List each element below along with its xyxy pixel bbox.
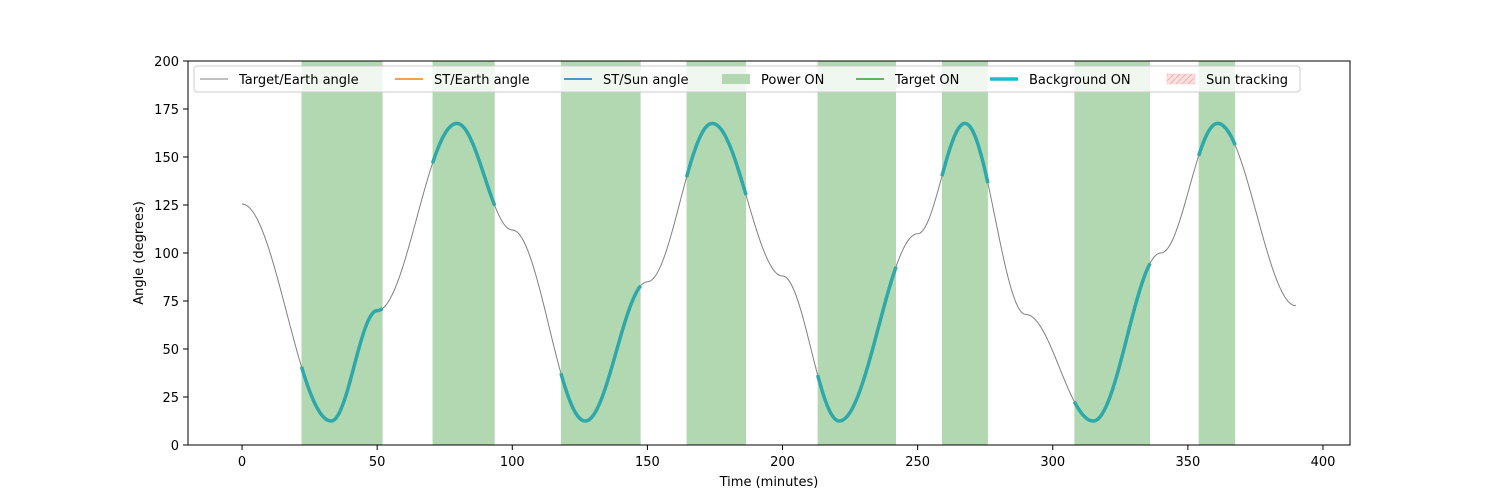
power-on-band <box>941 61 988 445</box>
y-axis-label: Angle (degrees) <box>132 201 147 305</box>
legend-swatch <box>722 74 750 84</box>
legend-label: Power ON <box>761 73 824 88</box>
power-on-band <box>432 61 495 445</box>
background-on-segment <box>684 121 748 196</box>
y-tick-label: 0 <box>171 439 179 454</box>
x-tick-label: 50 <box>369 455 386 470</box>
power-on-band <box>1198 61 1236 445</box>
x-axis-label: Time (minutes) <box>719 475 819 490</box>
legend-label: ST/Sun angle <box>603 73 689 88</box>
y-tick-label: 25 <box>162 391 179 406</box>
legend-label: ST/Earth angle <box>434 73 530 88</box>
x-tick-label: 150 <box>635 455 660 470</box>
legend-label: Target ON <box>894 73 959 88</box>
legend-item: ST/Earth angle <box>395 73 530 88</box>
legend-label: Sun tracking <box>1206 73 1288 88</box>
legend-item: Background ON <box>990 73 1131 88</box>
power-on-band <box>560 61 641 445</box>
y-tick-label: 175 <box>154 103 179 118</box>
legend-item: Target ON <box>856 73 959 88</box>
background-on-segment <box>815 266 898 423</box>
legend: Target/Earth angle ST/Earth angle ST/Sun a… <box>193 65 1301 93</box>
x-axis-ticks: 0 50 100 150 200 250 300 350 400 <box>238 445 1335 470</box>
legend-label: Target/Earth angle <box>238 73 359 88</box>
x-tick-label: 400 <box>1311 455 1336 470</box>
x-tick-label: 0 <box>238 455 246 470</box>
power-on-bands <box>301 61 1236 445</box>
background-on-segment <box>1197 121 1237 157</box>
series-lines <box>242 121 1296 423</box>
y-axis-ticks: 0 25 50 75 100 125 150 175 200 <box>154 55 188 454</box>
y-tick-label: 150 <box>154 151 179 166</box>
legend-label: Background ON <box>1029 73 1131 88</box>
x-tick-label: 350 <box>1175 455 1200 470</box>
x-tick-label: 250 <box>905 455 930 470</box>
legend-item: Power ON <box>722 73 824 88</box>
background-on-segment <box>299 307 384 423</box>
power-on-band <box>301 61 383 445</box>
y-tick-label: 200 <box>154 55 179 70</box>
legend-item: Target/Earth angle <box>200 73 359 88</box>
legend-item: Sun tracking <box>1166 73 1288 88</box>
power-on-band <box>817 61 897 445</box>
y-tick-label: 75 <box>162 295 179 310</box>
x-tick-label: 200 <box>770 455 795 470</box>
power-on-band <box>686 61 747 445</box>
power-on-band <box>1074 61 1151 445</box>
x-tick-label: 300 <box>1040 455 1065 470</box>
background-on-segment <box>1072 262 1152 423</box>
legend-item: ST/Sun angle <box>564 73 689 88</box>
y-tick-label: 50 <box>162 343 179 358</box>
y-tick-label: 125 <box>154 199 179 214</box>
x-tick-label: 100 <box>500 455 525 470</box>
legend-swatch <box>1166 73 1196 85</box>
y-tick-label: 100 <box>154 247 179 262</box>
background-on-segment <box>559 284 643 423</box>
background-on-segment <box>430 121 497 207</box>
background-on-segment <box>940 121 990 184</box>
